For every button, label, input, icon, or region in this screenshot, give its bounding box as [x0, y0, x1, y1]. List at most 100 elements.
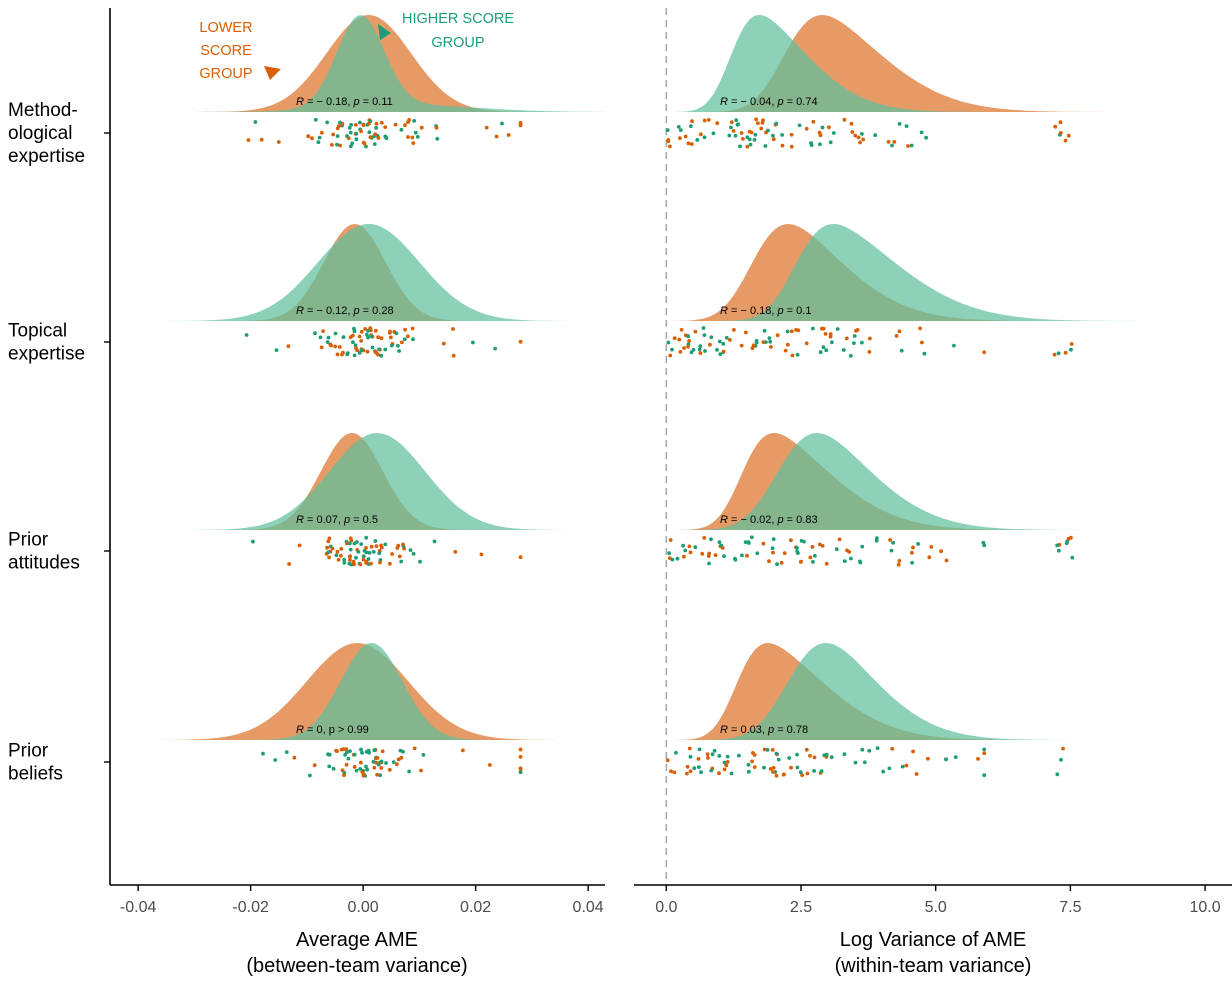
right-point-higher	[697, 747, 702, 752]
right-point-higher	[676, 125, 681, 129]
left-point-lower	[369, 561, 373, 566]
right-point-higher	[746, 541, 751, 545]
right-point-lower	[804, 126, 809, 131]
right-point-higher	[709, 335, 714, 340]
left-point-lower	[518, 339, 523, 344]
right-point-higher	[982, 747, 987, 752]
left-x-axis-ticks: -0.04 -0.02 0.00 0.02 0.04	[120, 885, 604, 916]
right-point-higher	[718, 352, 723, 357]
right-point-higher	[848, 354, 853, 358]
left-stat-labels: R = − 0.18, p = 0.11 R = − 0.12, p = 0.28…	[296, 96, 394, 736]
right-x-tick-label-0: 0.0	[655, 899, 677, 916]
right-point-higher	[738, 144, 742, 149]
left-point-lower	[292, 755, 297, 760]
right-point-higher	[724, 335, 729, 340]
left-point-lower	[374, 328, 378, 333]
left-point-lower	[361, 122, 366, 127]
left-point-lower	[331, 132, 336, 137]
left-point-higher	[338, 120, 342, 125]
left-point-higher	[325, 340, 330, 344]
right-point-higher	[818, 350, 823, 355]
right-point-higher	[982, 543, 987, 548]
group-label-4-line1: Prior	[8, 741, 49, 762]
right-point-lower	[785, 342, 790, 347]
left-point-lower	[373, 349, 378, 354]
left-point-higher	[364, 535, 369, 540]
right-point-higher	[819, 769, 824, 774]
right-point-lower	[906, 144, 910, 148]
left-point-higher	[366, 335, 370, 340]
right-point-lower	[754, 117, 758, 122]
left-point-higher	[396, 343, 400, 348]
right-point-lower	[678, 136, 682, 141]
right-density-higher-2	[666, 224, 1206, 321]
right-point-lower	[668, 353, 673, 358]
left-point-higher	[394, 331, 399, 336]
right-point-higher	[670, 557, 675, 562]
left-point-higher	[384, 761, 388, 765]
left-point-higher	[376, 762, 381, 767]
right-point-higher	[787, 756, 792, 760]
left-point-higher	[367, 550, 372, 555]
left-point-higher	[354, 768, 359, 773]
left-point-higher	[367, 130, 372, 135]
left-point-higher	[317, 135, 322, 140]
right-point-lower	[705, 752, 710, 757]
lower-score-label-line3: GROUP	[199, 66, 252, 82]
right-point-lower	[868, 336, 872, 341]
left-point-higher	[348, 130, 353, 135]
right-point-lower	[708, 342, 712, 347]
right-point-higher	[767, 336, 772, 340]
right-point-higher	[796, 551, 800, 555]
right-point-higher	[776, 757, 781, 762]
right-point-lower	[769, 345, 773, 349]
left-point-higher	[371, 550, 376, 554]
right-point-higher	[675, 556, 680, 561]
right-point-higher	[867, 748, 872, 753]
left-point-higher	[343, 752, 347, 757]
right-point-lower	[897, 559, 902, 563]
left-density-higher-3	[110, 433, 605, 530]
right-point-lower	[679, 327, 684, 332]
left-point-lower	[330, 546, 335, 551]
right-point-lower	[853, 133, 858, 138]
right-point-lower	[713, 553, 718, 557]
right-density-higher-3	[666, 433, 1206, 530]
right-point-higher	[860, 132, 864, 136]
right-point-higher	[712, 748, 717, 753]
left-point-higher	[372, 142, 377, 147]
left-point-higher	[379, 353, 384, 358]
right-point-higher	[798, 770, 803, 775]
right-point-higher	[701, 326, 706, 330]
left-point-lower	[335, 352, 340, 357]
right-point-lower	[761, 541, 766, 546]
right-point-lower	[741, 137, 745, 141]
left-point-lower	[434, 125, 439, 130]
right-point-lower	[888, 538, 892, 542]
left-point-lower	[297, 543, 302, 548]
right-point-lower	[771, 550, 775, 555]
right-point-higher	[1056, 351, 1061, 356]
left-point-higher	[354, 555, 358, 560]
right-point-higher	[828, 140, 833, 145]
left-point-lower	[319, 345, 324, 350]
right-point-higher	[924, 135, 928, 140]
right-point-higher	[709, 768, 714, 773]
left-point-lower	[328, 342, 333, 347]
right-x-tick-label-3: 7.5	[1059, 899, 1081, 916]
right-point-lower	[783, 348, 788, 353]
left-point-higher	[411, 551, 416, 556]
left-points-layer	[244, 117, 523, 778]
right-point-higher	[729, 771, 734, 776]
left-point-higher	[345, 351, 350, 356]
right-point-lower	[827, 125, 831, 130]
left-point-higher	[383, 542, 388, 547]
left-point-lower	[327, 536, 332, 541]
left-point-lower	[453, 550, 458, 554]
right-point-higher	[734, 118, 739, 123]
right-point-lower	[927, 555, 932, 560]
left-point-lower	[335, 549, 340, 554]
right-point-lower	[668, 538, 673, 542]
right-point-lower	[976, 757, 980, 761]
